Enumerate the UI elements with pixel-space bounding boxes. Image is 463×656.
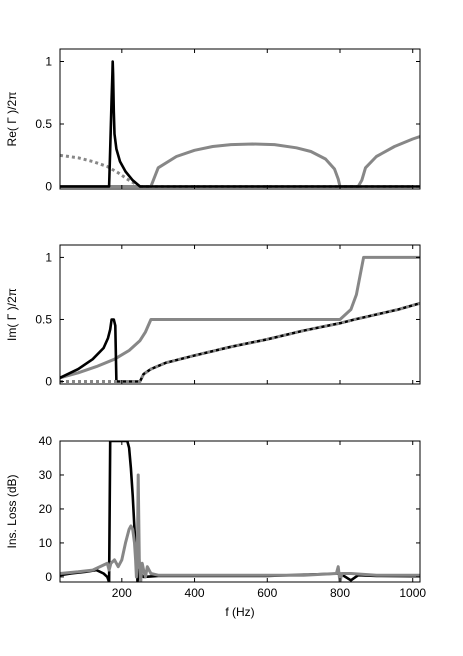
y-tick-label: 20 [39,502,53,516]
y-tick-label: 0 [45,375,52,389]
y-tick-label: 0.5 [35,312,52,326]
series-line-dotted-gray [60,301,420,383]
y-tick-label: 0 [45,180,52,194]
series-line-solid-gray [60,473,420,582]
panel-insertion-loss: 0 10 20 30 40 200 400 600 800 1000 Ins. Loss (dB) [5,434,426,600]
x-tick-label: 800 [330,586,350,600]
y-tick-label: 1 [45,55,52,69]
plot-area-imag: 00.51 [35,244,421,389]
series-group [60,255,420,383]
plot-area-real: 00.51 [35,48,421,194]
x-axis-label: f (Hz) [225,605,254,619]
x-tick-label: 1000 [399,586,426,600]
y-tick-label: 10 [39,536,53,550]
axes-box [59,440,421,583]
series-group [60,441,420,582]
panel-real-part: 00.51 Re( Γ )/2π [5,48,421,194]
x-tick-label: 600 [257,586,277,600]
x-tick-label: 200 [112,586,132,600]
y-axis-label-imag: Im( Γ )/2π [5,288,19,341]
axes-box [59,244,421,385]
series-line-solid-gray [60,135,420,188]
y-tick-label: 0 [45,570,52,584]
panel-imag-part: 00.51 Im( Γ )/2π [5,244,421,389]
y-tick-label: 40 [39,434,53,448]
axes-box [59,48,421,190]
y-tick-label: 1 [45,250,52,264]
x-tick-label: 400 [185,586,205,600]
y-axis-label-real: Re( Γ )/2π [5,92,19,147]
series-group [60,60,420,188]
y-tick-label: 30 [39,468,53,482]
plot-area-loss: 0 10 20 30 40 200 400 600 800 1000 [39,434,427,600]
y-axis-label-loss: Ins. Loss (dB) [5,474,19,548]
series-line-solid-gray [60,255,420,380]
y-tick-label: 0.5 [35,117,52,131]
series-line-solid-black [60,302,420,383]
